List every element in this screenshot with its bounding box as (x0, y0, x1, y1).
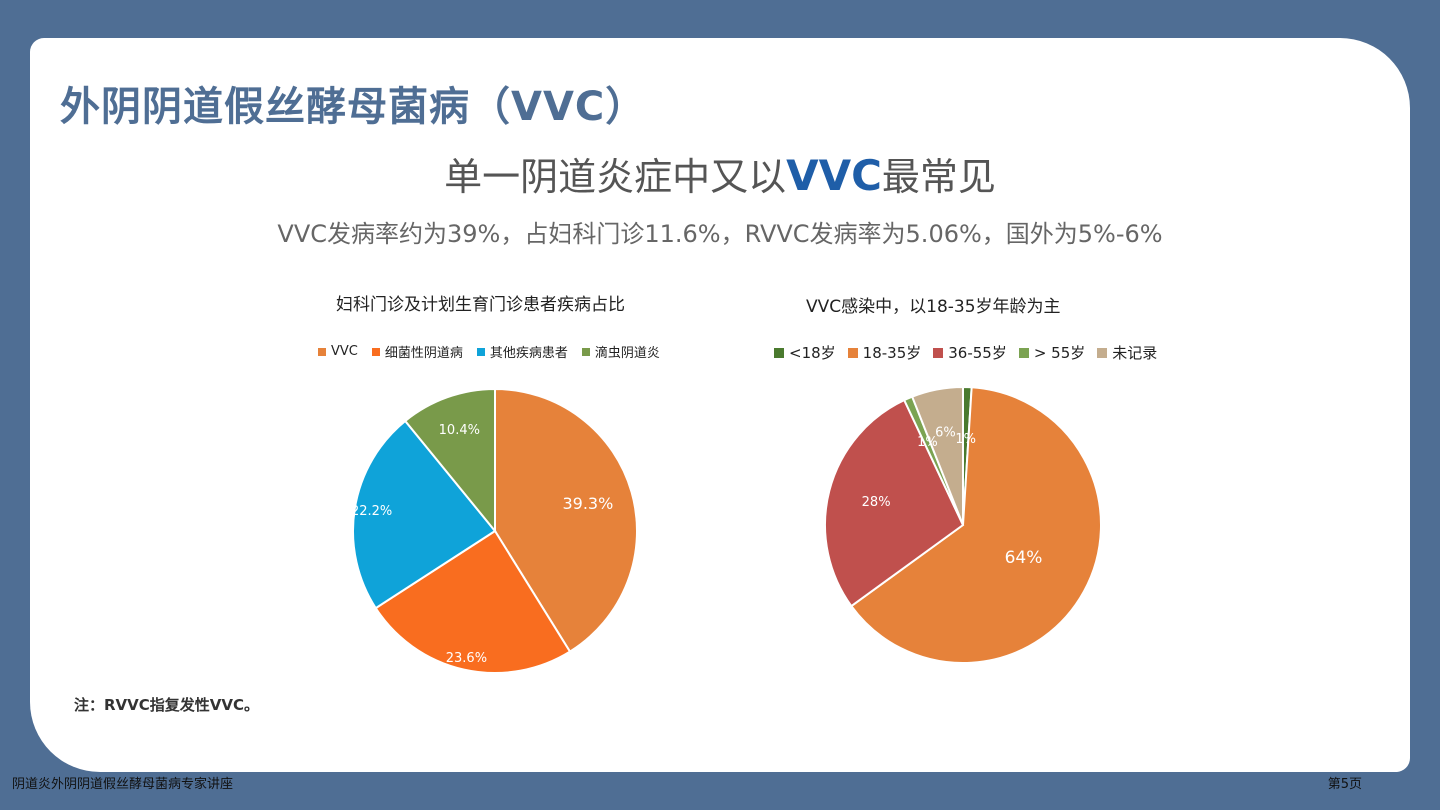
headline-text-before: 单一阴道炎症中又以 (444, 155, 787, 199)
pie-data-label: 23.6% (446, 651, 487, 666)
pie-data-label: 10.4% (439, 423, 480, 438)
legend-swatch (581, 347, 590, 356)
legend-label: 36-55岁 (948, 344, 1007, 362)
legend-item: 细菌性阴道病 (371, 342, 463, 361)
legend-swatch (774, 347, 784, 358)
page-number: 第5页 (1327, 777, 1362, 792)
headline-highlight: VVC (786, 151, 882, 200)
page-title: 外阴阴道假丝酵母菌病（VVC） (60, 84, 647, 130)
legend-item: 18-35岁 (847, 342, 922, 363)
legend-swatch (1097, 347, 1108, 358)
pie-slice (494, 387, 638, 653)
legend-item: 36-55岁 (933, 342, 1007, 363)
legend-item: VVC (318, 342, 358, 361)
pie-slice (849, 386, 1102, 664)
pie-data-label: 6% (935, 425, 956, 440)
pie-slice (824, 398, 965, 608)
pie-slice (352, 419, 497, 610)
chart2-pie: 1% 64% 28% 1%6% (824, 385, 1102, 664)
legend-label: 18-35岁 (862, 344, 922, 362)
legend-label: VVC (331, 344, 358, 359)
legend-label: 其他疾病患者 (489, 346, 568, 361)
chart1-title: 妇科门诊及计划生育门诊患者疾病占比 (336, 295, 625, 315)
legend-swatch (847, 347, 858, 358)
headline: 单一阴道炎症中又以VVC最常见 (30, 146, 1410, 201)
pie-slice (403, 387, 496, 534)
pie-slice (374, 529, 572, 674)
chart2-legend: <18岁 18-35岁 36-55岁 > 55岁 未记录 (774, 342, 1157, 363)
legend-item: 滴虫阴道炎 (581, 342, 660, 361)
headline-text-after: 最常见 (881, 155, 996, 199)
legend-item: > 55岁 (1018, 342, 1086, 363)
legend-swatch (933, 347, 944, 358)
legend-label: 细菌性阴道病 (384, 346, 463, 361)
footnote: 注：RVVC指复发性VVC。 (74, 696, 260, 714)
legend-swatch (1018, 347, 1029, 358)
chart1-pie: 39.3% 23.6% 22.2% 10.4% (351, 387, 638, 674)
pie-data-label: 28% (862, 495, 891, 510)
legend-item: 其他疾病患者 (476, 342, 568, 361)
legend-label: 滴虫阴道炎 (594, 346, 660, 361)
pie-data-label: 64% (1005, 548, 1043, 568)
legend-label: 未记录 (1112, 344, 1158, 362)
footer-title: 阴道炎外阴阴道假丝酵母菌病专家讲座 (12, 777, 234, 792)
pie-data-label: 1% (917, 435, 938, 450)
legend-item: <18岁 (774, 342, 836, 363)
legend-swatch (318, 347, 326, 356)
legend-label: > 55岁 (1033, 344, 1086, 362)
chart2-title: VVC感染中，以18-35岁年龄为主 (806, 297, 1061, 317)
legend-label: <18岁 (789, 344, 836, 362)
pie-data-label: 39.3% (562, 494, 613, 513)
legend-swatch (476, 347, 485, 356)
legend-item: 未记录 (1097, 342, 1157, 363)
subline: VVC发病率约为39%，占妇科门诊11.6%，RVVC发病率为5.06%，国外为… (277, 220, 1163, 248)
chart1-legend: VVC 细菌性阴道病 其他疾病患者 滴虫阴道炎 (318, 342, 660, 361)
pie-data-label: 22.2% (351, 504, 392, 519)
pie-slice (910, 385, 964, 526)
legend-swatch (371, 347, 380, 356)
slide-card: 外阴阴道假丝酵母菌病（VVC） 单一阴道炎症中又以VVC最常见 VVC发病率约为… (30, 38, 1410, 772)
pie-data-label: 1% (955, 432, 976, 447)
